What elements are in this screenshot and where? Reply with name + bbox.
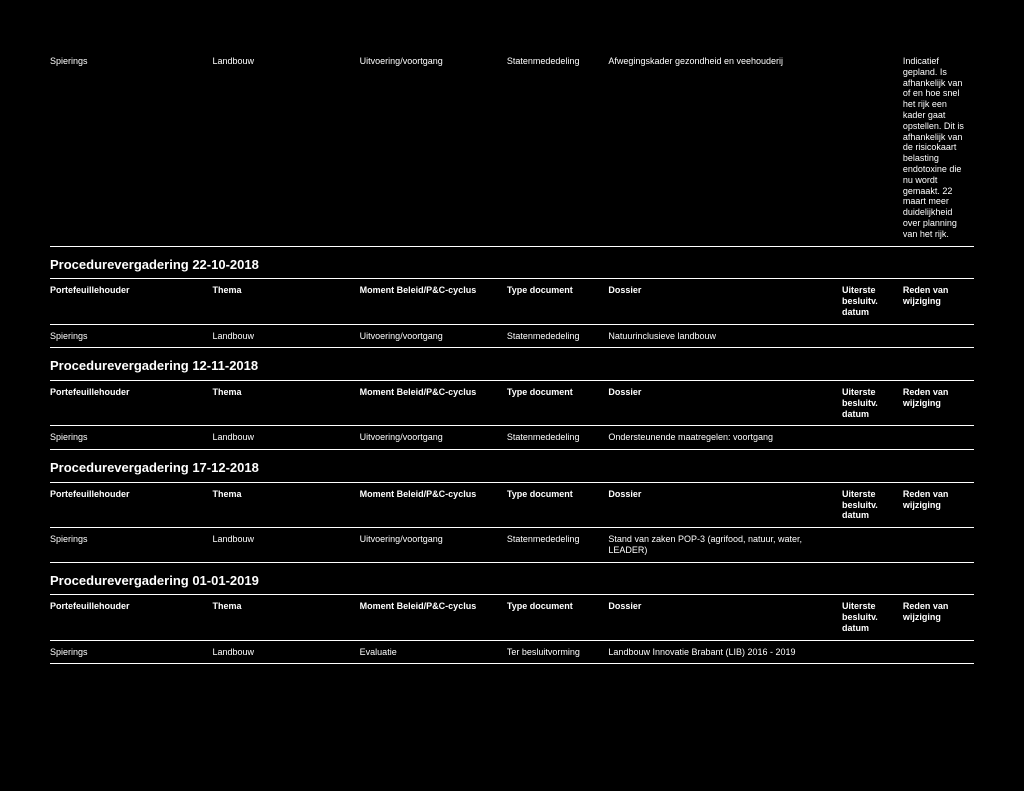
cell-dossier: Ondersteunende maatregelen: voortgang — [608, 426, 842, 450]
table-row: Spierings Landbouw Uitvoering/voortgang … — [50, 426, 974, 450]
cell-reden — [903, 324, 974, 348]
hdr-uiterste: Uiterste besluitv. datum — [842, 595, 903, 640]
hdr-thema: Thema — [212, 279, 359, 324]
hdr-reden: Reden van wijziging — [903, 482, 974, 527]
section-title-row: Procedurevergadering 12-11-2018 — [50, 348, 974, 381]
cell-portefeuille: Spierings — [50, 50, 212, 246]
hdr-uiterste: Uiterste besluitv. datum — [842, 380, 903, 425]
cell-type: Statenmededeling — [507, 426, 609, 450]
hdr-reden: Reden van wijziging — [903, 279, 974, 324]
cell-type: Statenmededeling — [507, 528, 609, 563]
hdr-type: Type document — [507, 482, 609, 527]
hdr-type: Type document — [507, 380, 609, 425]
section-title: Procedurevergadering 01-01-2019 — [50, 562, 974, 595]
hdr-moment: Moment Beleid/P&C-cyclus — [360, 279, 507, 324]
cell-dossier: Stand van zaken POP-3 (agrifood, natuur,… — [608, 528, 842, 563]
section-title-row: Procedurevergadering 22-10-2018 — [50, 246, 974, 279]
cell-moment: Uitvoering/voortgang — [360, 324, 507, 348]
hdr-thema: Thema — [212, 482, 359, 527]
table-row: Spierings Landbouw Evaluatie Ter besluit… — [50, 640, 974, 664]
hdr-type: Type document — [507, 279, 609, 324]
hdr-dossier: Dossier — [608, 595, 842, 640]
cell-reden — [903, 640, 974, 664]
hdr-thema: Thema — [212, 380, 359, 425]
hdr-reden: Reden van wijziging — [903, 380, 974, 425]
cell-moment: Uitvoering/voortgang — [360, 50, 507, 246]
header-row: Portefeuillehouder Thema Moment Beleid/P… — [50, 279, 974, 324]
cell-dossier: Afwegingskader gezondheid en veehouderij — [608, 50, 842, 246]
cell-thema: Landbouw — [212, 50, 359, 246]
section-title: Procedurevergadering 22-10-2018 — [50, 246, 974, 279]
cell-uiterste — [842, 426, 903, 450]
section-title: Procedurevergadering 17-12-2018 — [50, 450, 974, 483]
cell-reden — [903, 528, 974, 563]
cell-portefeuille: Spierings — [50, 324, 212, 348]
cell-uiterste — [842, 528, 903, 563]
cell-thema: Landbouw — [212, 324, 359, 348]
hdr-dossier: Dossier — [608, 279, 842, 324]
hdr-portefeuille: Portefeuillehouder — [50, 380, 212, 425]
header-row: Portefeuillehouder Thema Moment Beleid/P… — [50, 380, 974, 425]
cell-uiterste — [842, 324, 903, 348]
cell-thema: Landbouw — [212, 528, 359, 563]
cell-thema: Landbouw — [212, 426, 359, 450]
hdr-uiterste: Uiterste besluitv. datum — [842, 482, 903, 527]
cell-reden — [903, 426, 974, 450]
hdr-portefeuille: Portefeuillehouder — [50, 279, 212, 324]
cell-portefeuille: Spierings — [50, 426, 212, 450]
cell-uiterste — [842, 640, 903, 664]
hdr-thema: Thema — [212, 595, 359, 640]
cell-dossier: Natuurinclusieve landbouw — [608, 324, 842, 348]
table-row: Spierings Landbouw Uitvoering/voortgang … — [50, 324, 974, 348]
hdr-uiterste: Uiterste besluitv. datum — [842, 279, 903, 324]
cell-reden: Indicatief gepland. Is afhankelijk van o… — [903, 50, 974, 246]
section-title-row: Procedurevergadering 01-01-2019 — [50, 562, 974, 595]
hdr-moment: Moment Beleid/P&C-cyclus — [360, 482, 507, 527]
cell-type: Ter besluitvorming — [507, 640, 609, 664]
header-row: Portefeuillehouder Thema Moment Beleid/P… — [50, 482, 974, 527]
top-data-row: Spierings Landbouw Uitvoering/voortgang … — [50, 50, 974, 246]
cell-portefeuille: Spierings — [50, 640, 212, 664]
cell-type: Statenmededeling — [507, 324, 609, 348]
hdr-portefeuille: Portefeuillehouder — [50, 482, 212, 527]
hdr-portefeuille: Portefeuillehouder — [50, 595, 212, 640]
schedule-table: Spierings Landbouw Uitvoering/voortgang … — [50, 50, 974, 664]
cell-thema: Landbouw — [212, 640, 359, 664]
cell-dossier: Landbouw Innovatie Brabant (LIB) 2016 - … — [608, 640, 842, 664]
cell-uiterste — [842, 50, 903, 246]
section-title: Procedurevergadering 12-11-2018 — [50, 348, 974, 381]
hdr-type: Type document — [507, 595, 609, 640]
cell-moment: Uitvoering/voortgang — [360, 426, 507, 450]
hdr-reden: Reden van wijziging — [903, 595, 974, 640]
cell-type: Statenmededeling — [507, 50, 609, 246]
cell-moment: Evaluatie — [360, 640, 507, 664]
hdr-dossier: Dossier — [608, 380, 842, 425]
hdr-dossier: Dossier — [608, 482, 842, 527]
cell-portefeuille: Spierings — [50, 528, 212, 563]
cell-moment: Uitvoering/voortgang — [360, 528, 507, 563]
header-row: Portefeuillehouder Thema Moment Beleid/P… — [50, 595, 974, 640]
table-row: Spierings Landbouw Uitvoering/voortgang … — [50, 528, 974, 563]
hdr-moment: Moment Beleid/P&C-cyclus — [360, 595, 507, 640]
hdr-moment: Moment Beleid/P&C-cyclus — [360, 380, 507, 425]
section-title-row: Procedurevergadering 17-12-2018 — [50, 450, 974, 483]
